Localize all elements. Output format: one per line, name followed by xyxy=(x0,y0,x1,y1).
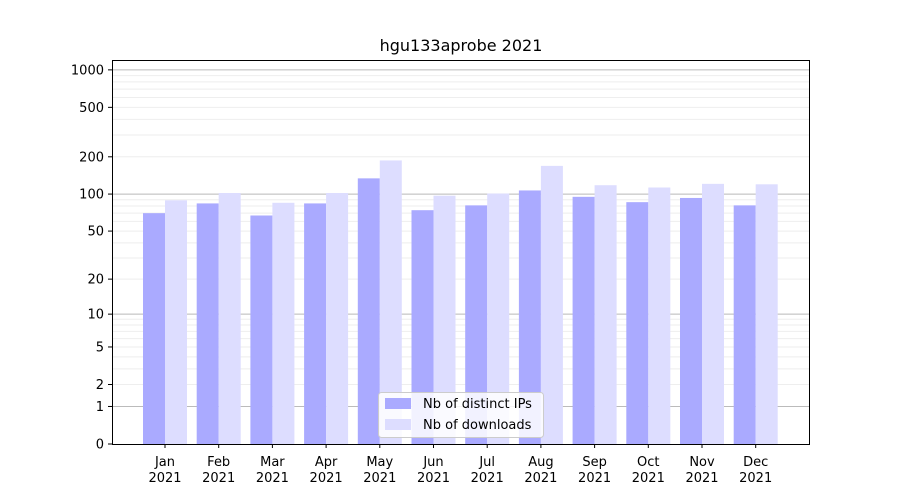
x-tick-label-month: May xyxy=(366,455,393,470)
legend-swatch-ips xyxy=(385,398,411,409)
y-tick-label: 2 xyxy=(96,378,104,393)
x-tick-label-month: Oct xyxy=(637,455,659,470)
x-tick-label-month: Jul xyxy=(478,455,495,470)
bar-downloads xyxy=(702,183,724,444)
y-tick-label: 500 xyxy=(79,101,104,116)
bar-downloads xyxy=(379,160,402,444)
x-tick-label-year: 2021 xyxy=(202,471,235,486)
x-tick-label-month: Jan xyxy=(154,455,175,470)
legend-swatch-downloads xyxy=(385,419,411,430)
chart-title: hgu133aprobe 2021 xyxy=(380,36,543,55)
x-tick-label-month: Nov xyxy=(689,455,715,470)
bar-downloads xyxy=(218,193,241,444)
x-axis: Jan2021Feb2021Mar2021Apr2021May2021Jun20… xyxy=(148,444,772,486)
bar-distinct-ips xyxy=(572,196,595,444)
x-tick-label-year: 2021 xyxy=(256,471,289,486)
bar-downloads xyxy=(165,200,187,444)
x-tick-label-year: 2021 xyxy=(417,471,450,486)
bar-distinct-ips xyxy=(143,213,165,444)
bar-distinct-ips xyxy=(680,197,702,444)
plot-frame xyxy=(112,60,810,445)
y-tick-label: 5 xyxy=(96,340,104,355)
bar-distinct-ips xyxy=(411,210,434,444)
bar-distinct-ips xyxy=(357,178,380,444)
y-tick-label: 10 xyxy=(87,308,104,323)
x-tick-label-month: Feb xyxy=(207,455,230,470)
bar-distinct-ips xyxy=(518,190,541,444)
x-tick-label-month: Mar xyxy=(260,455,285,470)
bar-downloads xyxy=(594,185,617,444)
x-tick-label-month: Jun xyxy=(422,455,443,470)
y-tick-label: 200 xyxy=(79,150,104,165)
legend-label-ips: Nb of distinct IPs xyxy=(423,397,532,412)
x-tick-label-year: 2021 xyxy=(685,471,718,486)
y-tick-label: 50 xyxy=(87,225,104,240)
y-axis: 0 1 2 5 10 20 50 100 200 500 1000 xyxy=(71,63,112,453)
bar-downloads xyxy=(487,193,510,444)
bar-downloads xyxy=(433,195,456,444)
bar-distinct-ips xyxy=(196,203,219,444)
bar-downloads xyxy=(540,165,563,445)
y-tick-label: 20 xyxy=(87,273,104,288)
x-tick-label-month: Dec xyxy=(743,455,768,470)
bar-downloads xyxy=(326,193,349,444)
y-tick-label: 100 xyxy=(79,188,104,203)
x-tick-label-year: 2021 xyxy=(471,471,504,486)
x-tick-label-year: 2021 xyxy=(310,471,343,486)
bar-distinct-ips xyxy=(626,202,649,444)
bar-downloads xyxy=(755,184,778,444)
y-tick-label: 1 xyxy=(96,400,104,415)
x-tick-label-year: 2021 xyxy=(363,471,396,486)
legend: Nb of distinct IPs Nb of downloads xyxy=(378,392,544,438)
bar-distinct-ips xyxy=(304,203,327,444)
x-tick-label-month: Sep xyxy=(582,455,607,470)
legend-box xyxy=(378,392,544,438)
bar-distinct-ips xyxy=(733,205,756,444)
x-tick-label-year: 2021 xyxy=(524,471,557,486)
x-tick-label-month: Aug xyxy=(528,455,553,470)
y-tick-label: 0 xyxy=(96,438,104,453)
x-tick-label-year: 2021 xyxy=(632,471,665,486)
bar-downloads xyxy=(272,202,295,444)
bars-layer xyxy=(143,160,778,445)
x-tick-label-year: 2021 xyxy=(739,471,772,486)
y-tick-label: 1000 xyxy=(71,63,104,78)
x-tick-label-year: 2021 xyxy=(148,471,181,486)
x-tick-label-year: 2021 xyxy=(578,471,611,486)
legend-label-downloads: Nb of downloads xyxy=(423,418,532,433)
bar-downloads xyxy=(648,187,671,444)
x-tick-label-month: Apr xyxy=(315,455,338,470)
bar-distinct-ips xyxy=(465,205,488,444)
bar-distinct-ips xyxy=(250,215,273,444)
